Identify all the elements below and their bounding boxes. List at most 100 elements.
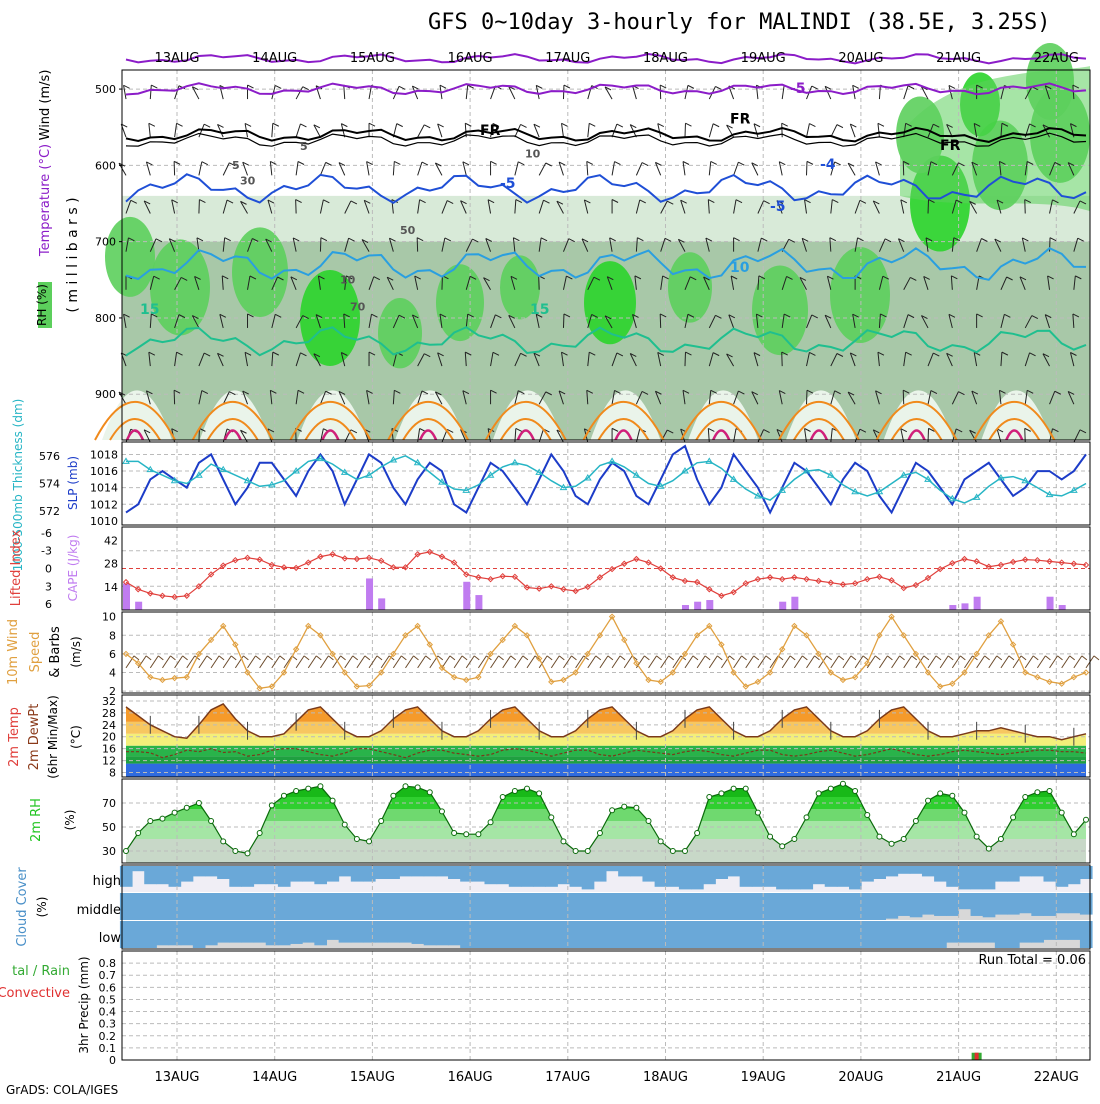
surface-wind-barb [600, 656, 608, 668]
surface-wind-barb [831, 656, 839, 668]
rh-marker [998, 837, 1003, 842]
cloud-bar [339, 866, 352, 876]
rh-marker [561, 839, 566, 844]
surface-wind-barb [235, 656, 243, 668]
cloud-bar [193, 921, 206, 948]
rh-marker [719, 791, 724, 796]
surface-wind-barb-flag [365, 656, 370, 660]
cloud-bar [594, 893, 607, 920]
li-axis-label: Lifted Index [9, 529, 24, 606]
surface-wind-barb-flag [596, 656, 601, 660]
contour-label-30: 30 [240, 174, 256, 187]
top-date-13AUG: 13AUG [154, 51, 199, 66]
cloud-bar [278, 921, 291, 945]
cloud-bar [813, 921, 826, 948]
cloud-bar [800, 893, 813, 920]
cloud-bar [958, 866, 971, 889]
surface-wind-barb-flag [985, 656, 990, 660]
surface-wind-barb [879, 656, 887, 668]
surface-wind-barb [782, 656, 790, 668]
cloud-bar [387, 893, 400, 920]
surface-wind-barb [952, 656, 960, 668]
contour-label-5: 5 [300, 140, 308, 153]
rh-patch [378, 298, 422, 368]
cloud-bar [497, 921, 510, 948]
cloud-bar [1056, 893, 1069, 913]
rh-marker [136, 831, 141, 836]
cape-ytick-28: 28 [104, 558, 118, 571]
wind-axis-label-3: & Barbs [48, 626, 63, 678]
surface-wind-barb [709, 656, 717, 668]
surface-wind-barb [989, 656, 997, 668]
surface-wind-barb [199, 656, 207, 668]
surface-wind-barb-flag [960, 656, 965, 660]
cloud-bar [582, 921, 595, 948]
surface-wind-barb-flag [1094, 656, 1099, 660]
cloud-bar [946, 921, 959, 943]
cloud-bar [1031, 921, 1044, 943]
cloud-bar [630, 893, 643, 920]
precip-ytick-0.5: 0.5 [99, 993, 117, 1006]
rh-marker [452, 831, 457, 836]
temp-band [122, 722, 1090, 734]
cloud-bar [314, 921, 327, 945]
li-ytick-6: 6 [45, 598, 52, 611]
surface-wind-barb-flag [353, 656, 358, 660]
upper-air-ytick-800: 800 [95, 312, 116, 325]
surface-wind-barb [794, 656, 802, 668]
cloud-bar [715, 866, 728, 879]
cloud-bar [776, 866, 789, 889]
surface-wind-barb-flag [280, 656, 285, 660]
cape-bar [1059, 605, 1066, 610]
slp-grid [122, 442, 1090, 525]
surface-wind-barb [418, 656, 426, 668]
cloud-bar [254, 866, 267, 884]
cloud-bar [1007, 893, 1020, 915]
contour-label-15: 15 [530, 302, 549, 318]
cloud-bar [144, 921, 157, 948]
surface-wind-barb-flag [316, 656, 321, 660]
rh-marker [658, 839, 663, 844]
surface-wind-barb [1001, 656, 1009, 668]
surface-wind-barb-flag [997, 656, 1002, 660]
surface-wind-barb [296, 656, 304, 668]
cloud-bar [339, 893, 352, 920]
cloud-bar [509, 893, 522, 920]
wind-ytick-6: 6 [109, 648, 116, 661]
temp-axis-label-1: 2m Temp [7, 707, 22, 767]
pressure-axis-label: ( m i l l i b a r s ) [65, 197, 81, 312]
cloud-bar [934, 893, 947, 916]
cape-bar [694, 602, 701, 610]
cloud-bar [788, 866, 801, 889]
cloud-bar [971, 921, 984, 943]
cloud-bar [412, 866, 425, 876]
cloud-bar [885, 893, 898, 919]
cloud-bar [144, 893, 157, 920]
rh-axis-label: RH (%) [35, 284, 49, 326]
bottom-date-13AUG: 13AUG [154, 1070, 199, 1085]
rh-marker [330, 798, 335, 803]
rh-marker [439, 809, 444, 814]
cloud-bar [217, 921, 230, 943]
surface-wind-barb-flag [802, 656, 807, 660]
rh-marker [233, 849, 238, 854]
rh-ytick-50: 50 [102, 821, 116, 834]
cloud-bar [849, 893, 862, 920]
rh-marker [585, 849, 590, 854]
chart-title: GFS 0~10day 3-hourly for MALINDI (38.5E,… [428, 10, 1051, 35]
cloud-bar [873, 921, 886, 948]
top-date-19AUG: 19AUG [741, 51, 786, 66]
surface-wind-barbs [126, 656, 1099, 668]
rh-marker [901, 837, 906, 842]
cloud-bar [679, 921, 692, 948]
precip-ytick-0.4: 0.4 [99, 1006, 117, 1019]
precip-ytick-0.3: 0.3 [99, 1018, 117, 1031]
cloud-bar [934, 921, 947, 948]
rh-marker [367, 839, 372, 844]
surface-wind-barb-flag [936, 656, 941, 660]
cloud-bar [958, 921, 971, 943]
cloud-bar [849, 921, 862, 948]
cloud-bar [594, 921, 607, 948]
